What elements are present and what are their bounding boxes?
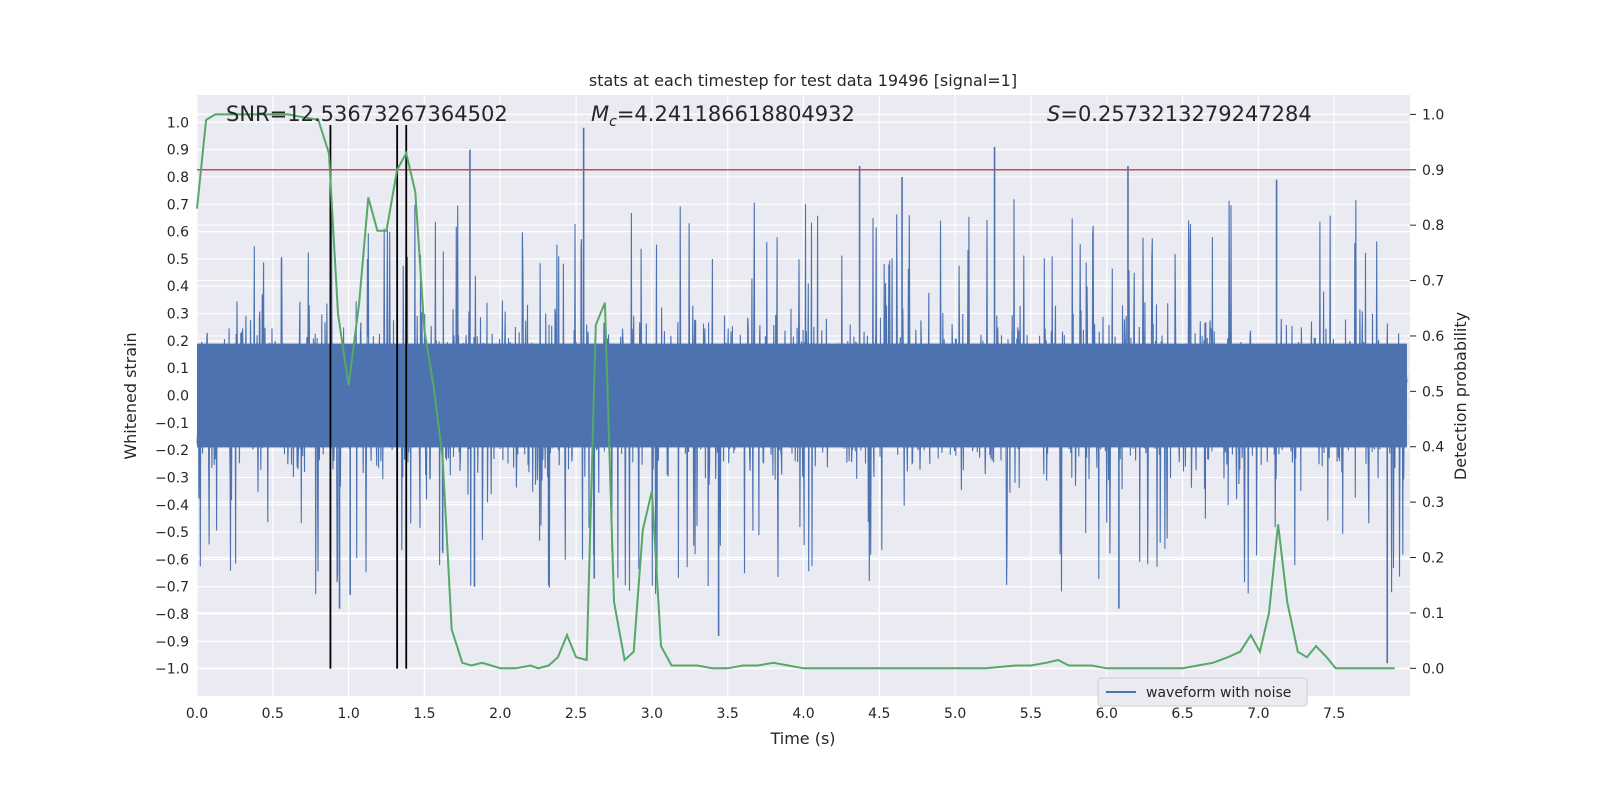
legend-entry: waveform with noise [1146,685,1291,701]
x-tick-label: 7.5 [1323,706,1345,722]
x-tick-label: 5.0 [944,706,966,722]
x-tick-label: 0.5 [262,706,284,722]
y2-tick-label: 0.6 [1422,329,1444,345]
y-tick-label: −0.2 [155,443,189,459]
s-value: =0.2573213279247284 [1060,102,1311,126]
s-symbol: S [1047,102,1060,126]
y-tick-label: −0.7 [155,580,189,596]
x-axis-label: Time (s) [769,729,835,748]
y-tick-label: −0.8 [155,607,189,623]
y-tick-label: −0.9 [155,634,189,650]
y-tick-label: 0.3 [167,307,189,323]
y-axis-ticks: 1.0 0.9 0.8 0.7 0.6 0.5 0.4 0.3 0.2 0.1 0.0 −0.1 −0.… [155,115,189,677]
y-tick-label: −0.1 [155,416,189,432]
y-tick-label: 1.0 [167,115,189,131]
y2-tick-label: 0.3 [1422,495,1444,511]
y-axis-label: Whitened strain [121,332,140,459]
x-tick-label: 2.5 [565,706,587,722]
x-tick-label: 2.0 [489,706,511,722]
y-tick-label: 0.2 [167,334,189,350]
mc-symbol: M [591,102,609,126]
y-tick-label: 0.4 [167,279,189,295]
y-tick-label: −1.0 [155,662,189,678]
y2-axis-label: Detection probability [1451,312,1470,480]
waveform-series [196,127,1408,664]
x-tick-label: 6.0 [1096,706,1118,722]
x-tick-label: 1.0 [337,706,359,722]
y2-tick-label: 0.7 [1422,274,1444,290]
x-tick-label: 6.5 [1171,706,1193,722]
y-tick-label: 0.0 [167,389,189,405]
chart-title: stats at each timestep for test data 194… [589,71,1017,90]
x-tick-label: 3.0 [641,706,663,722]
snr-annotation: SNR=12.53673267364502 [226,102,508,126]
y2-tick-label: 1.0 [1422,107,1444,123]
y2-tick-label: 0.9 [1422,163,1444,179]
y-tick-label: 0.9 [167,143,189,159]
x-tick-label: 3.5 [717,706,739,722]
mc-annotation: Mc=4.241186618804932 [591,102,855,130]
y-tick-label: −0.5 [155,525,189,541]
y-tick-label: −0.4 [155,498,189,514]
y-tick-label: 0.7 [167,197,189,213]
mc-subscript: c [609,114,617,130]
x-axis-ticks: 0.0 0.5 1.0 1.5 2.0 2.5 3.0 3.5 4.0 4.5 5.0 5.5 6.0 6… [186,706,1345,722]
x-tick-label: 4.0 [792,706,814,722]
y2-tick-label: 0.2 [1422,551,1444,567]
y-tick-label: −0.6 [155,552,189,568]
detection-probability-line [196,113,1395,670]
mc-value: =4.241186618804932 [617,102,855,126]
x-tick-label: 5.5 [1020,706,1042,722]
x-tick-label: 0.0 [186,706,208,722]
y-tick-label: −0.3 [155,470,189,486]
y2-tick-label: 0.4 [1422,440,1444,456]
s-annotation: S=0.2573213279247284 [1047,102,1312,126]
y-tick-label: 0.1 [167,361,189,377]
x-tick-label: 1.5 [413,706,435,722]
y2-tick-label: 0.0 [1422,661,1444,677]
x-tick-label: 4.5 [868,706,890,722]
legend-box [1097,677,1308,707]
y-tick-label: 0.6 [167,225,189,241]
y2-axis-ticks: 1.0 0.9 0.8 0.7 0.6 0.5 0.4 0.3 0.2 0.1 0.0 [1410,107,1444,677]
y-tick-label: 0.5 [167,252,189,268]
y2-tick-label: 0.5 [1422,384,1444,400]
waveform-core [197,343,1407,448]
vertical-lines [329,125,408,669]
y2-tick-label: 0.8 [1422,218,1444,234]
y-tick-label: 0.8 [167,170,189,186]
detection-probability-series [196,113,1395,670]
x-tick-label: 7.0 [1247,706,1269,722]
y2-tick-label: 0.1 [1422,606,1444,622]
legend: waveform with noise [1097,677,1308,707]
